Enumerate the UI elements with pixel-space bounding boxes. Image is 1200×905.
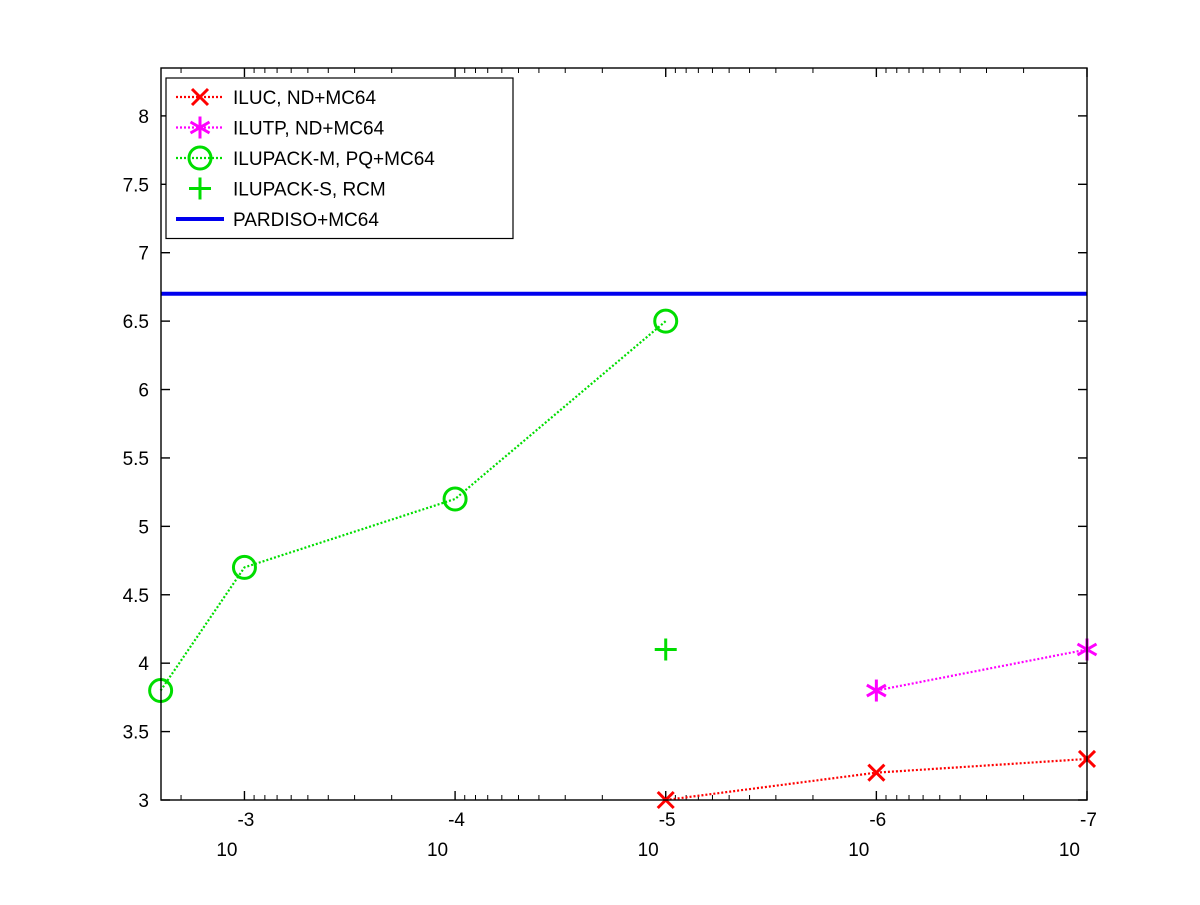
legend-entry: ILUPACK-M, PQ+MC64 <box>176 145 435 171</box>
series-3 <box>654 638 677 661</box>
tick-labels: 33.544.555.566.577.5810-310-410-510-610-… <box>123 107 1097 861</box>
y-tick-label: 5 <box>138 517 149 538</box>
asterisk-marker-stroke <box>866 683 887 698</box>
legend-entry: ILUTP, ND+MC64 <box>176 116 385 140</box>
legend-entry: ILUPACK-S, RCM <box>189 177 386 201</box>
x-tick-label-exponent: -3 <box>237 810 254 831</box>
x-tick-label: 10-7 <box>1059 810 1097 861</box>
plot-frame <box>160 67 1088 801</box>
legend-label: PARDISO+MC64 <box>233 210 379 231</box>
x-tick-label-base: 10 <box>638 840 659 861</box>
x-tick-label-exponent: -6 <box>869 810 886 831</box>
y-tick-label: 7.5 <box>123 175 149 196</box>
series-line <box>159 320 667 692</box>
data-point <box>442 486 468 512</box>
y-tick-label: 3.5 <box>123 723 149 744</box>
legend-marker <box>189 177 211 200</box>
legend-label: ILUPACK-M, PQ+MC64 <box>233 149 435 170</box>
y-tick-label: 4 <box>138 654 149 675</box>
legend-label: ILUC, ND+MC64 <box>233 88 376 109</box>
data-point <box>653 308 679 334</box>
legend-marker <box>190 87 210 107</box>
y-tick-label: 4.5 <box>123 586 149 607</box>
x-tick-label-base: 10 <box>427 840 448 861</box>
x-tick-label-exponent: -7 <box>1080 810 1097 831</box>
y-tick-label: 6.5 <box>123 312 149 333</box>
y-tick-label: 6 <box>138 381 149 402</box>
legend-entry: PARDISO+MC64 <box>176 210 379 231</box>
x-tick-label: 10-4 <box>427 810 465 861</box>
x-marker-stroke <box>867 763 886 782</box>
y-tick-label: 3 <box>138 791 149 812</box>
x-tick-label-base: 10 <box>1059 840 1080 861</box>
data-point <box>866 679 887 702</box>
legend-label: ILUTP, ND+MC64 <box>233 119 385 140</box>
legend-label: ILUPACK-S, RCM <box>233 180 386 201</box>
x-marker-stroke <box>190 87 210 107</box>
data-point <box>231 554 257 580</box>
x-tick-label: 10-3 <box>216 810 254 861</box>
legend-marker <box>187 145 213 171</box>
y-tick-label: 5.5 <box>123 449 149 470</box>
x-tick-label-exponent: -5 <box>659 810 676 831</box>
legend-box <box>165 77 514 240</box>
asterisk-marker-stroke <box>189 120 211 135</box>
data-point <box>867 763 886 782</box>
x-tick-label: 10-5 <box>638 810 676 861</box>
x-tick-label: 10-6 <box>848 810 886 861</box>
legend: ILUC, ND+MC64 ILUTP, ND+MC64 ILUPACK-M, PQ… <box>165 77 514 240</box>
x-tick-label-base: 10 <box>216 840 237 861</box>
x-tick-label-base: 10 <box>848 840 869 861</box>
legend-entry: ILUC, ND+MC64 <box>176 87 376 109</box>
x-tick-label-exponent: -4 <box>448 810 465 831</box>
data-point <box>654 638 677 661</box>
y-tick-label: 8 <box>138 107 149 128</box>
y-tick-label: 7 <box>138 244 149 265</box>
legend-marker <box>189 116 211 139</box>
axis-ticks <box>161 68 1088 801</box>
